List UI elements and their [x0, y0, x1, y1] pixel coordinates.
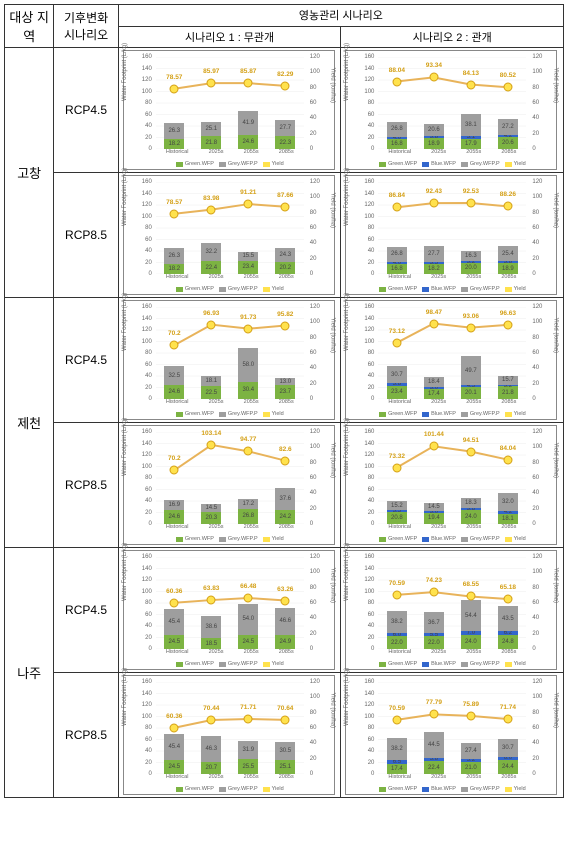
chart: 16.84.026.818.93.820.617.95.138.120.64.2…: [345, 50, 557, 170]
hdr-region: 대상 지역: [5, 5, 54, 48]
hdr-s2: 시나리오 2 : 관개: [341, 26, 564, 48]
rcp-cell: RCP8.5: [54, 173, 118, 298]
chart: 20.83.515.219.43.014.524.03.818.318.14.2…: [345, 425, 557, 545]
rcp-cell: RCP8.5: [54, 423, 118, 548]
chart: 17.46.538.222.45.844.521.05.227.424.46.0…: [345, 675, 557, 795]
chart-cell-s1: 18.226.321.825.124.641.922.327.778.5785.…: [118, 48, 341, 173]
chart-cell-s1: 24.545.420.746.325.531.925.130.560.3670.…: [118, 673, 341, 798]
rcp-cell: RCP4.5: [54, 548, 118, 673]
hdr-s1: 시나리오 1 : 무관개: [118, 26, 341, 48]
chart-cell-s1: 18.226.322.432.223.415.520.224.378.5783.…: [118, 173, 341, 298]
rcp-cell: RCP8.5: [54, 673, 118, 798]
chart-cell-s1: 24.632.522.518.130.458.023.713.070.296.9…: [118, 298, 341, 423]
chart: 24.545.418.538.624.554.024.946.660.3663.…: [123, 550, 335, 670]
chart-cell-s1: 24.616.920.314.526.817.224.237.670.2103.…: [118, 423, 341, 548]
scenario-table: 대상 지역 기후변화 시나리오 영농관리 시나리오 시나리오 1 : 무관개 시…: [4, 4, 564, 798]
region-cell: 제천: [5, 298, 54, 548]
chart: 22.06.038.222.05.536.724.07.054.424.86.2…: [345, 550, 557, 670]
rcp-cell: RCP4.5: [54, 48, 118, 173]
chart: 16.84.026.818.23.527.720.03.216.318.93.8…: [345, 175, 557, 295]
region-cell: 나주: [5, 548, 54, 798]
hdr-mgmt: 영농관리 시나리오: [118, 5, 563, 27]
chart-cell-s2: 16.84.026.818.93.820.617.95.138.120.64.2…: [341, 48, 564, 173]
chart: 18.226.321.825.124.641.922.327.778.5785.…: [123, 50, 335, 170]
chart-cell-s2: 22.06.038.222.05.536.724.07.054.424.86.2…: [341, 548, 564, 673]
chart: 18.226.322.432.223.415.520.224.378.5783.…: [123, 175, 335, 295]
hdr-climate: 기후변화 시나리오: [54, 5, 118, 48]
chart-cell-s2: 16.84.026.818.23.527.720.03.216.318.93.8…: [341, 173, 564, 298]
chart-cell-s2: 20.83.515.219.43.014.524.03.818.318.14.2…: [341, 423, 564, 548]
region-cell: 고창: [5, 48, 54, 298]
chart-cell-s1: 24.545.418.538.624.554.024.946.660.3663.…: [118, 548, 341, 673]
chart: 24.545.420.746.325.531.925.130.560.3670.…: [123, 675, 335, 795]
chart-cell-s2: 23.43.830.717.43.018.420.14.549.721.83.2…: [341, 298, 564, 423]
chart: 24.616.920.314.526.817.224.237.670.2103.…: [123, 425, 335, 545]
chart-cell-s2: 17.46.538.222.45.844.521.05.227.424.46.0…: [341, 673, 564, 798]
chart: 24.632.522.518.130.458.023.713.070.296.9…: [123, 300, 335, 420]
rcp-cell: RCP4.5: [54, 298, 118, 423]
chart: 23.43.830.717.43.018.420.14.549.721.83.2…: [345, 300, 557, 420]
